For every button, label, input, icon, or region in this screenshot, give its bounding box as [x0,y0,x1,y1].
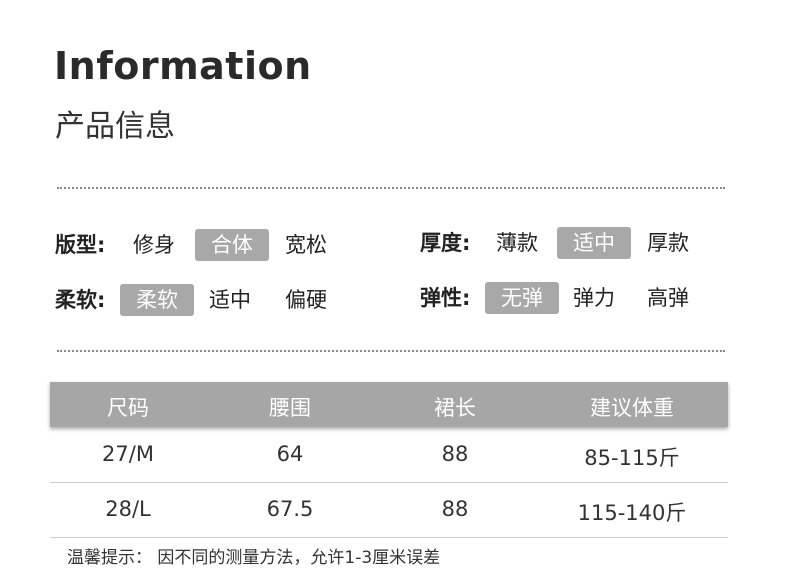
header-waist: 腰围 [269,396,311,420]
cell-length: 88 [441,497,469,521]
cell-waist: 67.5 [266,497,314,521]
table-row: 28/L 67.5 88 115-140斤 [50,483,728,538]
cell-weight: 85-115斤 [584,446,680,470]
fit-option: 修身 [133,233,175,257]
page-title: Information [54,44,312,88]
fit-option: 宽松 [285,233,327,257]
cell-size: 28/L [105,497,151,521]
size-table-header: 尺码 腰围 裙长 建议体重 [50,382,728,427]
softness-label: 柔软: [55,288,106,312]
header-size: 尺码 [107,396,149,420]
dotted-divider [57,350,725,352]
fit-option-selected: 合体 [195,229,269,261]
header-weight: 建议体重 [590,396,674,420]
cell-length: 88 [441,442,469,466]
cell-size: 27/M [102,442,154,466]
elasticity-label: 弹性: [420,286,471,310]
elasticity-option-selected: 无弹 [485,282,559,314]
measurement-note: 温馨提示： 因不同的测量方法，允许1-3厘米误差 [67,548,441,568]
cell-waist: 64 [276,442,304,466]
fit-label: 版型: [55,233,106,257]
elasticity-option: 弹力 [573,286,615,310]
softness-option: 适中 [209,288,251,312]
header-length: 裙长 [434,396,476,420]
thickness-option: 厚款 [647,231,689,255]
table-row: 27/M 64 88 85-115斤 [50,428,728,483]
softness-option-selected: 柔软 [120,284,194,316]
thickness-option: 薄款 [496,231,538,255]
cell-weight: 115-140斤 [577,501,687,525]
thickness-label: 厚度: [420,231,471,255]
softness-option: 偏硬 [285,288,327,312]
thickness-option-selected: 适中 [557,227,631,259]
elasticity-option: 高弹 [647,286,689,310]
dotted-divider [57,187,725,189]
page-subtitle: 产品信息 [55,109,175,144]
